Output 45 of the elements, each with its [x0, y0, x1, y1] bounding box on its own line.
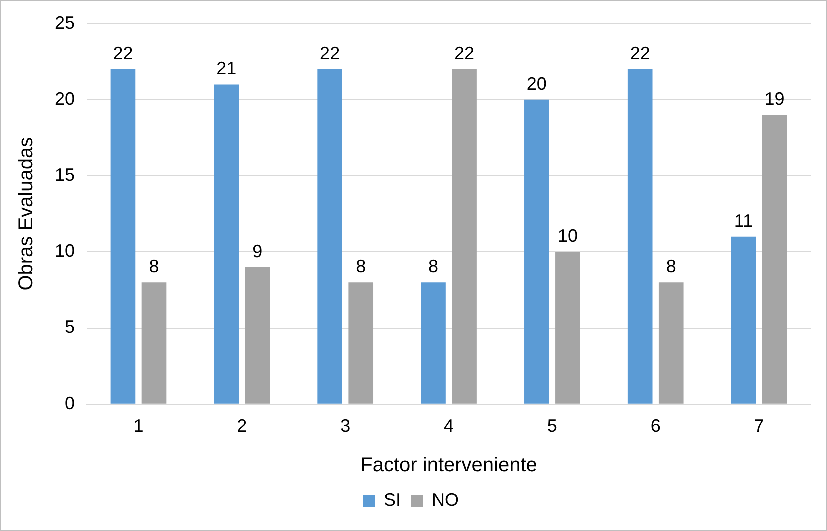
- bar: [348, 282, 374, 404]
- legend-label: SI: [384, 490, 402, 510]
- data-label: 8: [428, 256, 439, 277]
- x-tick-label: 5: [547, 416, 558, 436]
- bar: [762, 115, 788, 404]
- bar: [556, 252, 580, 404]
- bar: [452, 69, 477, 404]
- bar: [658, 282, 684, 404]
- data-label: 8: [149, 256, 160, 277]
- data-label: 22: [113, 43, 134, 64]
- y-tick-label: 15: [54, 165, 76, 186]
- data-label: 8: [356, 256, 366, 277]
- y-tick-label: 0: [65, 393, 76, 414]
- data-label: 8: [666, 256, 676, 277]
- x-tick-label: 3: [340, 416, 351, 436]
- x-tick-label: 1: [134, 416, 144, 436]
- data-label: 22: [630, 43, 650, 64]
- data-label: 10: [558, 226, 578, 246]
- legend-label: NO: [432, 490, 460, 510]
- x-tick-label: 4: [444, 416, 454, 436]
- x-tick-label: 6: [650, 416, 661, 436]
- bar: [524, 100, 550, 404]
- data-label: 19: [764, 89, 785, 110]
- bar: [214, 84, 240, 404]
- x-tick-label: 7: [754, 416, 764, 436]
- bar: [245, 267, 270, 404]
- y-tick-label: 25: [54, 12, 76, 33]
- data-label: 11: [734, 210, 754, 231]
- x-axis-title: Factor interveniente: [360, 454, 538, 477]
- y-axis-title: Obras Evaluadas: [16, 137, 38, 291]
- data-label: 9: [252, 241, 263, 262]
- bar: [421, 282, 446, 404]
- data-label: 22: [454, 43, 475, 64]
- x-tick-label: 2: [237, 416, 248, 436]
- data-label: 22: [320, 43, 340, 64]
- bar: [142, 282, 167, 404]
- y-tick-label: 10: [54, 241, 76, 262]
- bar: [731, 236, 756, 404]
- data-label: 20: [526, 74, 547, 94]
- y-tick-label: 5: [65, 317, 76, 338]
- bar: [110, 69, 136, 404]
- y-tick-label: 20: [54, 88, 76, 109]
- bar: [318, 69, 342, 404]
- data-label: 21: [216, 58, 237, 79]
- bar: [628, 69, 653, 404]
